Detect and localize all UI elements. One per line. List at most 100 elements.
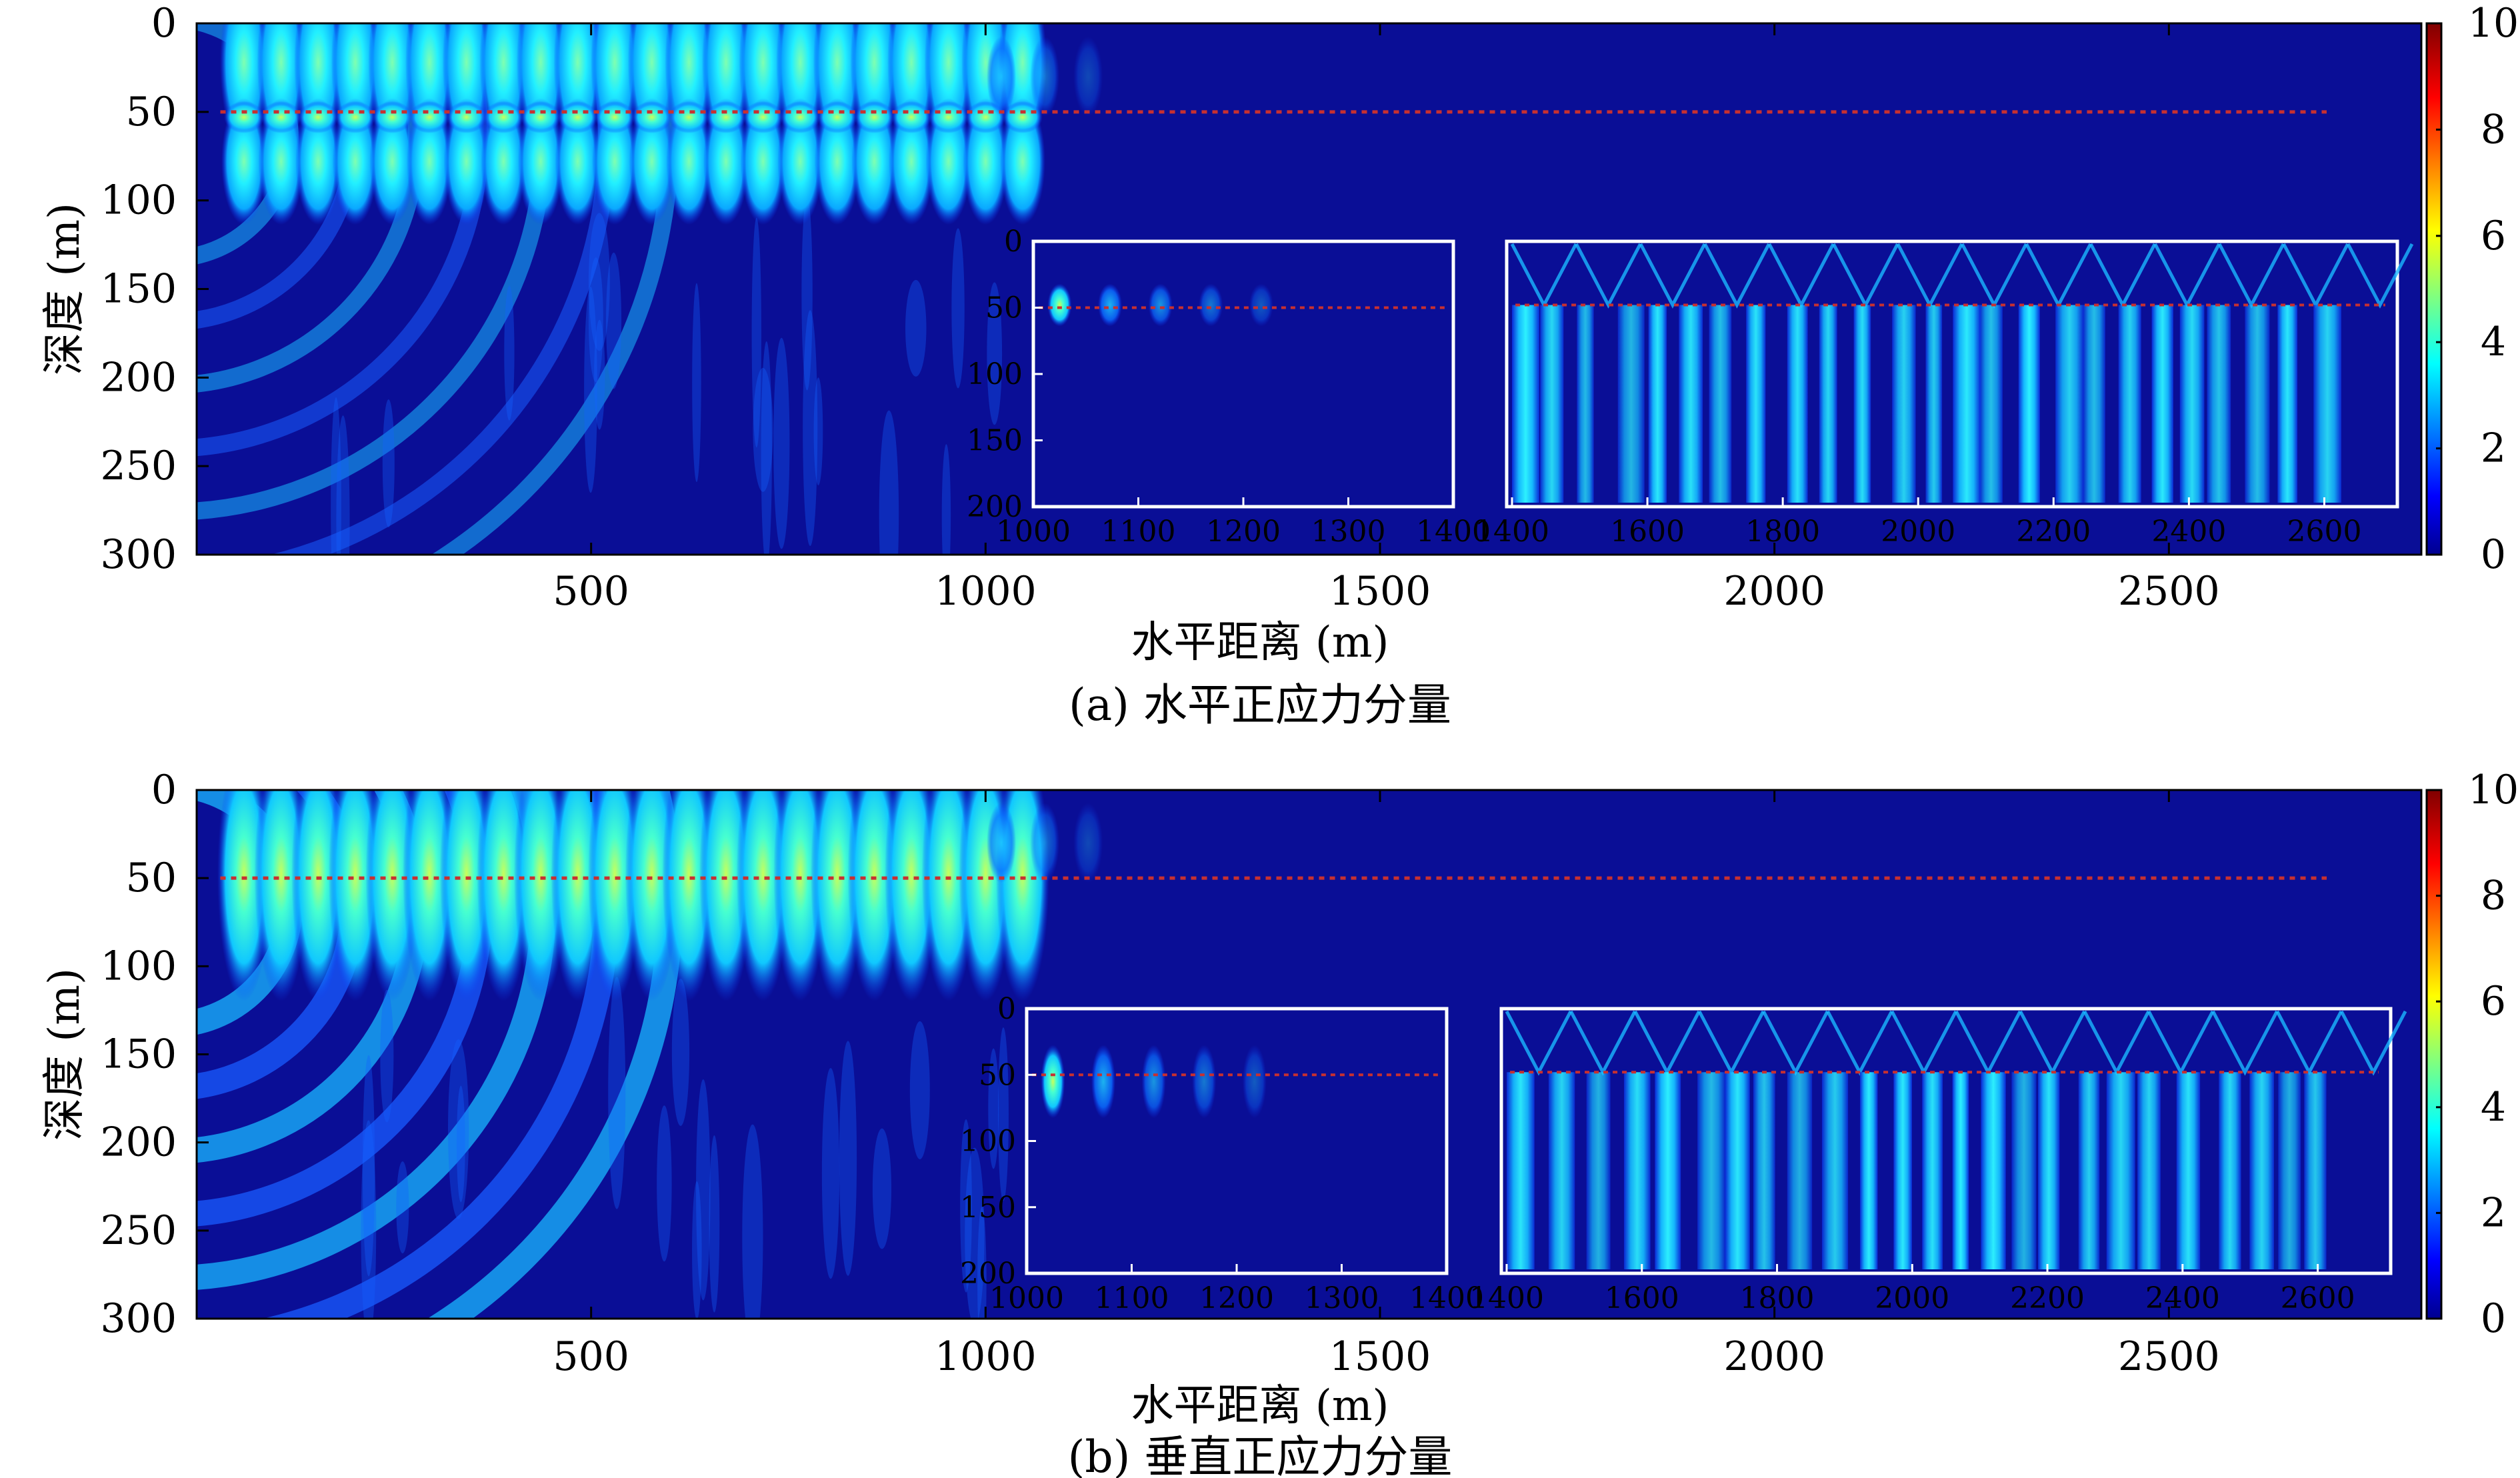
inset-x-tick-label: 1400 [1409, 1281, 1484, 1315]
inset-stripe [1853, 305, 1871, 503]
y-axis-label: 深度 (m) [40, 203, 89, 375]
inset-stripe [2278, 1072, 2301, 1269]
interface-lobe [261, 101, 301, 133]
inset-stripe [1860, 1072, 1878, 1269]
weak-streak [608, 977, 626, 1209]
weak-streak [361, 1120, 377, 1319]
weak-streak [872, 1128, 892, 1249]
inset-stripe [1893, 1072, 1912, 1269]
decay-lobe [1073, 36, 1103, 117]
weak-streak [331, 397, 341, 555]
interface-lobe [409, 101, 450, 133]
interface-lobe [817, 101, 857, 133]
inset-lobe [1148, 283, 1173, 327]
weak-streak [905, 279, 927, 377]
inset-stripe [1821, 1072, 1849, 1269]
weak-streak [588, 257, 603, 383]
decay-lobe [1030, 803, 1060, 883]
y-tick-label: 200 [100, 354, 177, 401]
weak-streak [773, 337, 790, 549]
inset-stripe [1746, 305, 1766, 503]
inset-x-tick-label: 2000 [1875, 1281, 1949, 1315]
interface-lobe [1002, 101, 1043, 133]
inset-stripe [1753, 1072, 1775, 1269]
colorbar-tick-label: 2 [2481, 425, 2506, 472]
inset-x-tick-label: 2400 [2151, 515, 2226, 549]
interface-lobe [743, 101, 783, 133]
inset-stripe [1617, 305, 1645, 503]
inset-lobe [1097, 283, 1122, 327]
colorbar-tick-label: 8 [2481, 873, 2506, 919]
inset-x-tick-label: 1400 [1475, 515, 1549, 549]
weak-streak [362, 1055, 375, 1277]
inset-x-tick-label: 2600 [2287, 515, 2361, 549]
colorbar-tick-label: 4 [2481, 1084, 2506, 1131]
inset-y-tick-label: 150 [967, 424, 1023, 458]
weak-streak [941, 444, 951, 555]
y-tick-label: 150 [100, 266, 177, 313]
inset-stripe [1679, 305, 1703, 503]
x-tick-label: 2000 [1723, 1333, 1825, 1380]
inset-stripe [1577, 305, 1594, 503]
inset-y-tick-label: 150 [960, 1191, 1016, 1225]
inset-x-tick-label: 2400 [2145, 1281, 2220, 1315]
inset-x-tick-label: 1300 [1305, 1281, 1379, 1315]
stress-field [197, 790, 1103, 1319]
inset-x-tick-label: 1400 [1416, 515, 1491, 549]
inset-lobe [1047, 283, 1072, 327]
inset-x-tick-label: 1800 [1740, 1281, 1815, 1315]
x-axis-label: 水平距离 (m) [1131, 1381, 1389, 1431]
inset-stripe [2249, 1072, 2274, 1269]
inset-lobe [1141, 1045, 1166, 1119]
inset-x-tick-label: 1200 [1206, 515, 1281, 549]
y-tick-label: 0 [151, 0, 177, 47]
weak-streak [987, 282, 1003, 425]
inset-stripe [2055, 305, 2084, 503]
colorbar-tick-label: 2 [2481, 1189, 2506, 1236]
weak-streak [504, 285, 515, 421]
inset-stripe [1725, 1072, 1750, 1269]
inset-stripe [1925, 305, 1943, 503]
weak-streak [709, 1135, 720, 1313]
interface-lobe [631, 101, 672, 133]
weak-streak [742, 1124, 763, 1319]
inset-stripe [2018, 305, 2040, 503]
inset-stripe [2106, 1072, 2135, 1269]
interface-lobe [298, 101, 339, 133]
y-tick-label: 250 [100, 443, 177, 489]
weak-streak [606, 252, 622, 389]
inset-stripe [1540, 305, 1564, 503]
y-tick-label: 100 [100, 177, 177, 224]
inset-stripe [2207, 305, 2231, 503]
inset-stripe [1512, 305, 1539, 503]
inset-stripe [1953, 305, 1981, 503]
inset-upper-pattern [2339, 1010, 2407, 1076]
weak-streak [751, 217, 761, 448]
inset-stripe [1648, 305, 1667, 503]
interface-lobe [557, 101, 598, 133]
weak-streak [456, 1085, 465, 1203]
weak-streak [879, 410, 899, 555]
weak-streak [696, 1079, 711, 1301]
weak-streak [753, 367, 773, 492]
colorbar-tick-label: 6 [2481, 213, 2506, 259]
weak-streak [692, 1181, 702, 1319]
interface-lobe [891, 101, 932, 133]
weak-streak [671, 978, 690, 1126]
weak-streak [965, 1147, 985, 1319]
decay-lobe [987, 803, 1016, 883]
inset-y-tick-label: 200 [967, 490, 1023, 524]
inset-lobe [1091, 1045, 1115, 1119]
inset-y-tick-label: 200 [960, 1257, 1016, 1291]
weak-streak [692, 283, 701, 483]
inset-stripe [2245, 305, 2270, 503]
inset-stripe [2038, 1072, 2060, 1269]
stress-field [197, 23, 1103, 555]
inset-stripe [1709, 305, 1732, 503]
interface-lobe [595, 101, 635, 133]
weak-streak [382, 399, 395, 527]
colorbar-tick-label: 0 [2481, 1295, 2506, 1342]
